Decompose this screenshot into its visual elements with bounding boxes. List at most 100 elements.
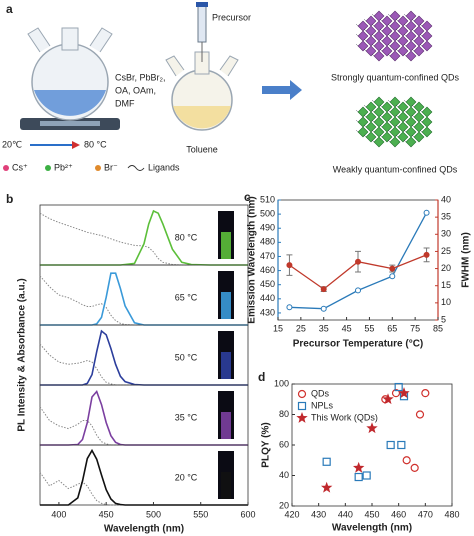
cube [413,45,425,57]
ligand [411,28,415,32]
cube [397,45,409,57]
ligand [371,119,375,123]
point [389,273,396,280]
cube [373,126,385,138]
cube [381,35,393,47]
absorbance-line [39,212,248,266]
panel-label: a [6,2,13,16]
cube [421,40,433,52]
panel-d: d 420 430 440 450 460 470 480 20 40 60 80 100 QDs NPLs… [258,370,460,533]
cube [389,106,401,118]
vial-glow [221,412,231,439]
cube [389,126,401,138]
y2-tick-label: 30 [441,229,451,239]
ligand [379,48,383,52]
ligand [371,129,375,133]
y2-tick-label: 10 [441,297,451,307]
point [423,209,430,216]
ligand [411,38,415,42]
cube [397,15,409,27]
subplot-frame [39,264,249,326]
y-axis-label: Emission Wavelength (nm) [247,196,258,323]
ligand [403,43,407,47]
y-tick-label: 60 [279,439,289,449]
series-label: 50 °C [175,352,198,362]
x-tick-label: 430 [311,509,326,519]
cube [413,111,425,123]
cube [381,45,393,57]
cube [405,10,417,22]
cube [413,121,425,133]
cube [357,40,369,52]
cube [389,10,401,22]
point [354,472,363,482]
y-tick-label: 40 [279,470,289,480]
ligand [411,114,415,118]
point [320,305,327,312]
x-tick-label: 400 [51,509,66,519]
ligand [411,48,415,52]
ligand [419,129,423,133]
x-tick-label: 460 [391,509,406,519]
cube [405,40,417,52]
vial-glow [221,232,231,259]
ligand [371,139,375,143]
temp-start: 20℃ [2,139,22,149]
x-tick-label: 25 [296,323,306,333]
ion-label: Ligands [148,162,180,172]
ligand [403,129,407,133]
subplot-frame [39,204,249,266]
ligand [363,18,367,22]
x-tick-label: 85 [433,323,443,333]
ion-label: Cs⁺ [12,162,28,172]
ligand [371,33,375,37]
ligand [379,124,383,128]
cube [365,101,377,113]
solvent-label: Toluene [186,144,218,154]
point [322,457,331,466]
cube [365,111,377,123]
point [321,481,333,493]
x-axis-label: Precursor Temperature (°C) [293,339,424,350]
cube [373,20,385,32]
ligand [379,134,383,138]
series-label: 80 °C [175,232,198,242]
ligand [395,104,399,108]
ligand [395,134,399,138]
ion-legend: Cs⁺ Pb²⁺ Br⁻ Ligands [3,162,180,172]
x-tick-label: 550 [193,509,208,519]
hotplate-top [40,121,100,126]
cube [397,121,409,133]
ligand [379,28,383,32]
y2-tick-label: 35 [441,212,451,222]
ligand [387,13,391,17]
ligand [387,119,391,123]
cube [357,30,369,42]
ligand [371,109,375,113]
ligand [379,104,383,108]
vial-glow [221,472,231,499]
legend-label: NPLs [311,400,334,410]
ligand [363,104,367,108]
vial-glow [221,292,231,319]
ligand [403,13,407,17]
arrow-head [72,141,80,149]
reagent: OA, OAm, [115,85,156,95]
x-tick-label: 600 [240,509,255,519]
cube [397,35,409,47]
x-tick-label: 15 [273,323,283,333]
ligand [419,33,423,37]
y2-tick-label: 20 [441,263,451,273]
cube [421,116,433,128]
ion-label: Pb²⁺ [54,162,73,172]
cube [389,96,401,108]
temp-end: 80 °C [84,139,107,149]
ligand [379,114,383,118]
x-tick-label: 65 [387,323,397,333]
ligand [419,109,423,113]
pl-line [40,448,248,506]
cube [381,121,393,133]
ligand [419,43,423,47]
cube [373,96,385,108]
pl-line [40,389,248,446]
